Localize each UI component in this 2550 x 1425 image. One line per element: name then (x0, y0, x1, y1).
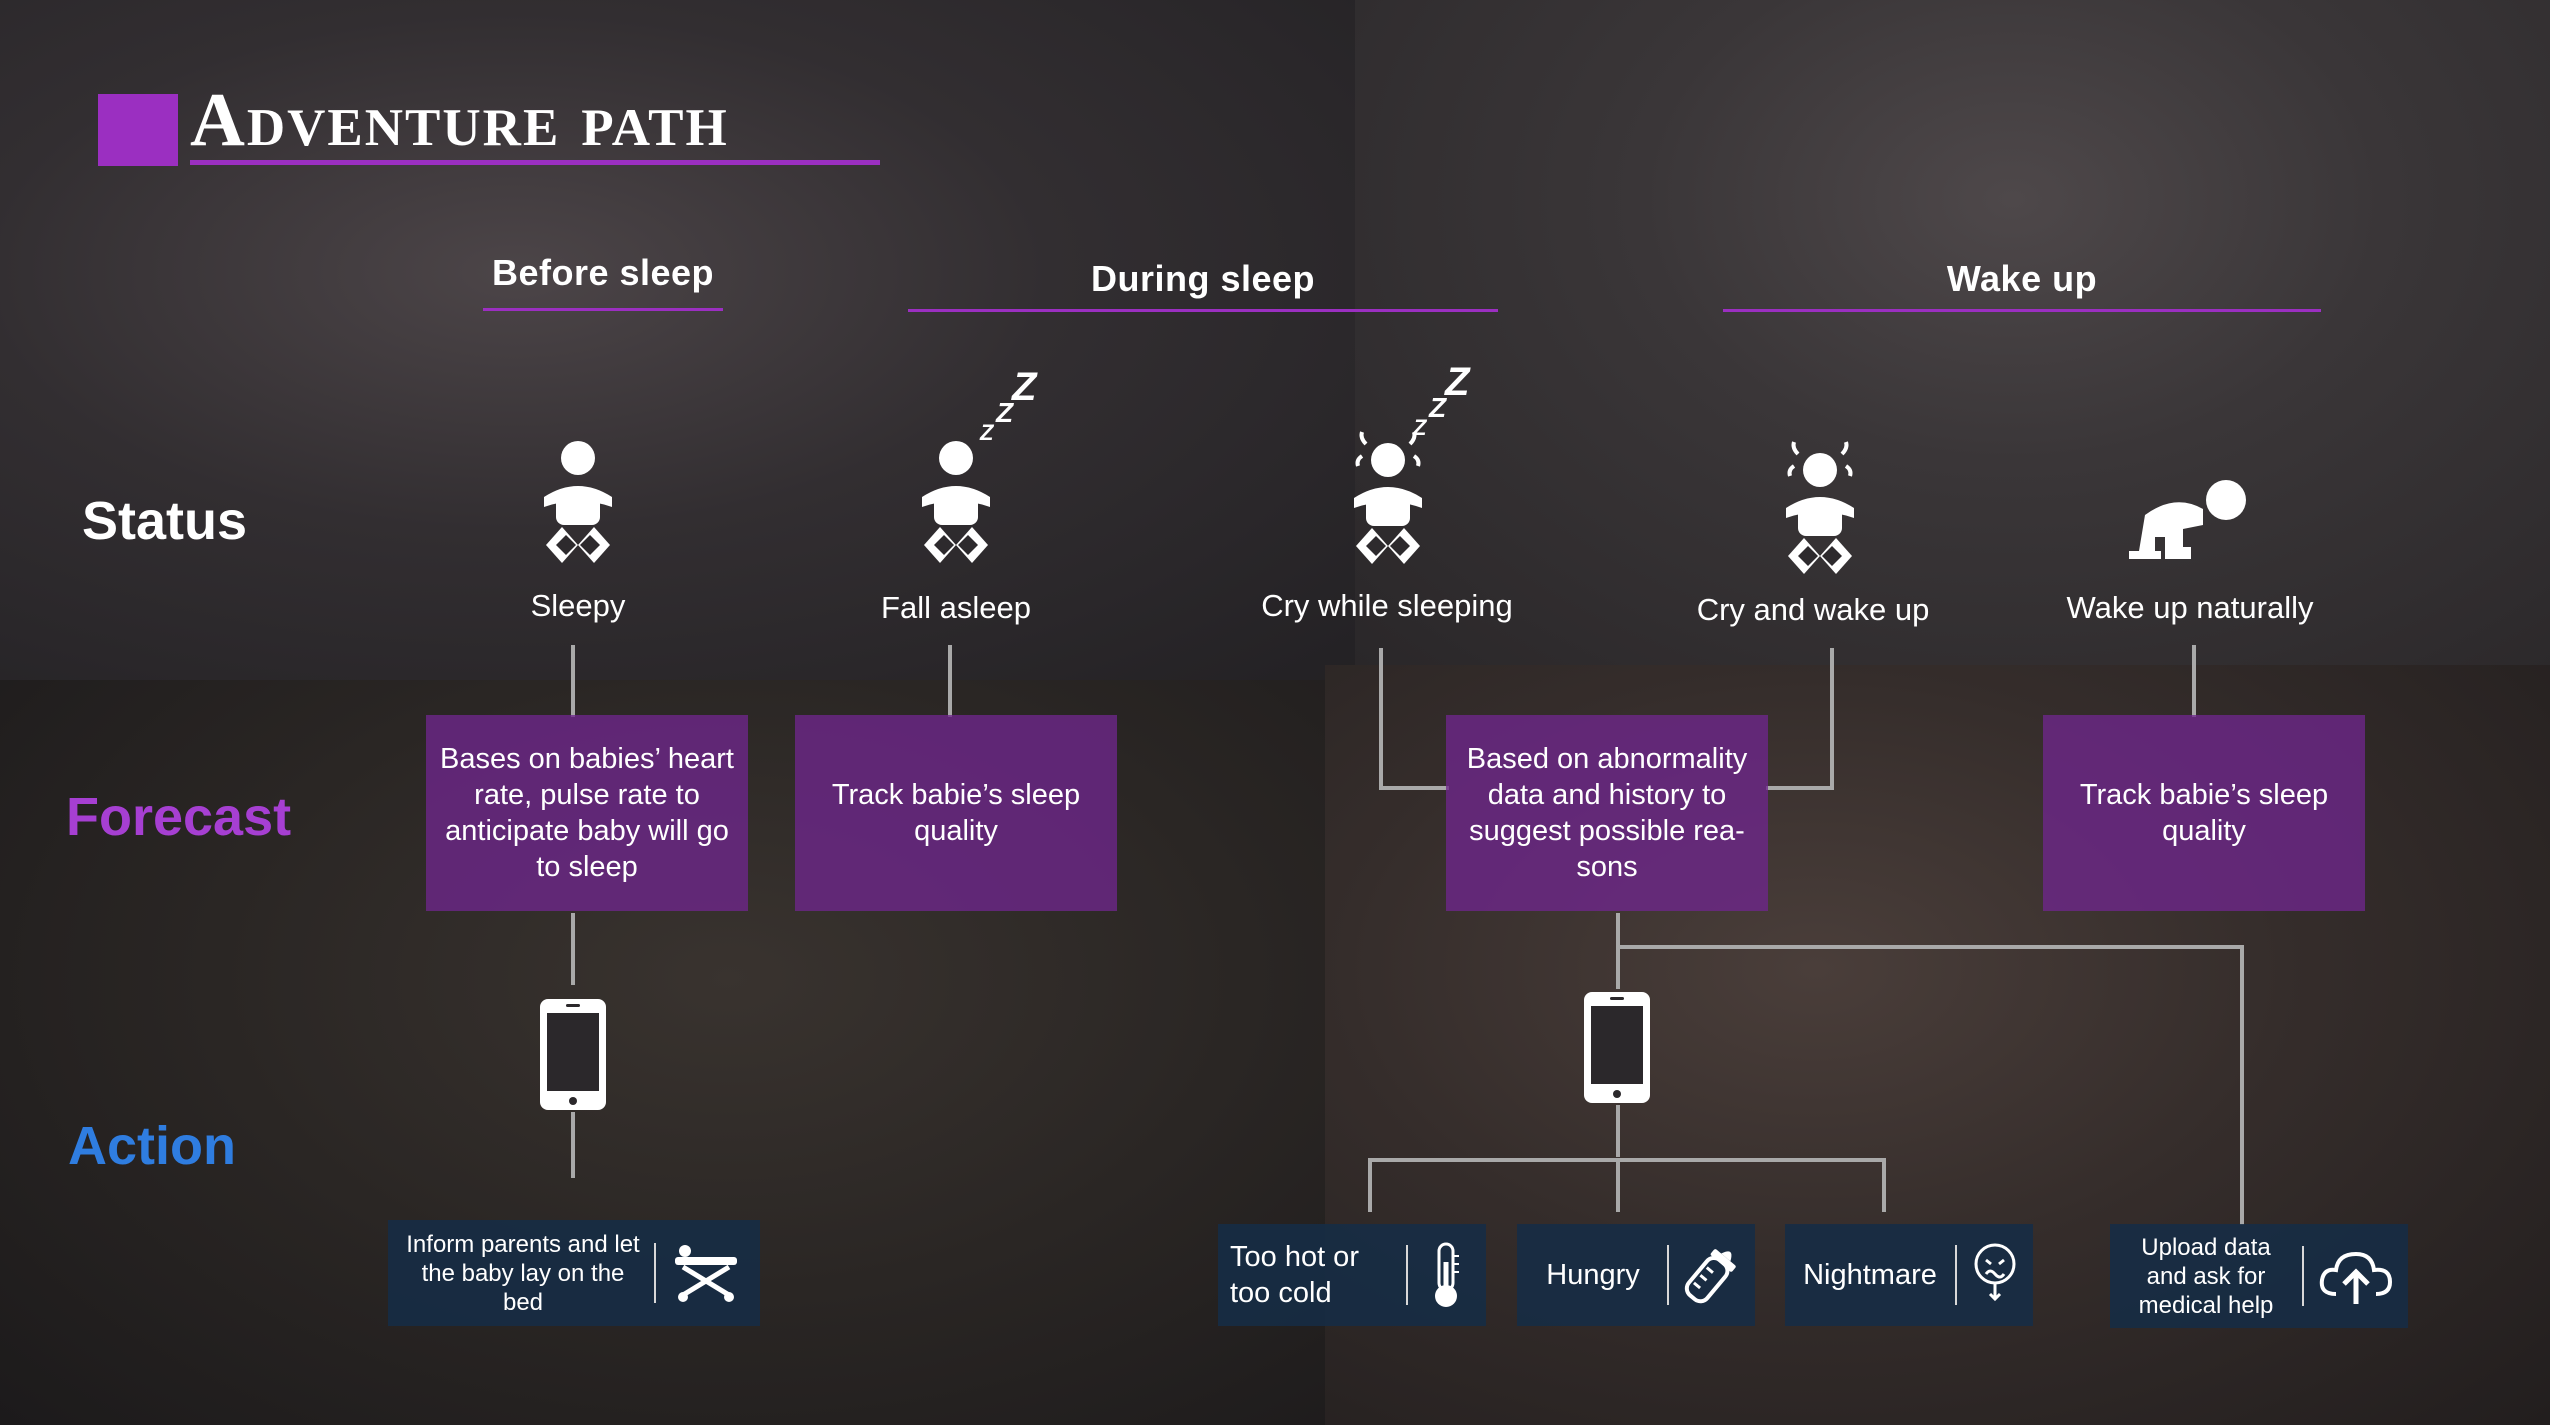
forecast-box-anticipate-sleep: Bases on babies’ heart rate, pulse rate … (426, 715, 748, 911)
status-sleepy: Sleepy (530, 588, 626, 623)
action-hungry-label: Hungry (1546, 1258, 1640, 1291)
crawling-baby-icon (2129, 480, 2246, 559)
action-inform-parents-label: Inform parents and let the baby lay on t… (406, 1230, 640, 1316)
forecast-box-track-sleep-wake: Track babie’s sleep quality (2043, 715, 2365, 911)
status-cry-while-sleeping: Cry while sleeping (1261, 588, 1513, 623)
connector (1368, 1158, 1886, 1162)
separator (1406, 1245, 1408, 1305)
baby-icon (922, 441, 990, 563)
connector (1830, 648, 1834, 790)
action-nightmare: Nightmare (1785, 1224, 2033, 1326)
connector (2240, 945, 2244, 1225)
phase-wake-up: Wake up (1946, 258, 2098, 299)
phase-during-sleep: During sleep (1090, 258, 1316, 299)
connector (1616, 1158, 1620, 1212)
connector (571, 645, 575, 717)
row-label-forecast: Forecast (66, 787, 292, 847)
action-upload-data: Upload data and ask for medical help (2110, 1224, 2408, 1328)
phase-during-sleep-line (908, 309, 1498, 312)
connector (948, 645, 952, 717)
row-label-action: Action (68, 1116, 236, 1176)
thermometer-icon (1435, 1242, 1459, 1307)
connector (1616, 1105, 1620, 1157)
connector (1618, 945, 2244, 949)
svg-text:Z: Z (979, 420, 995, 440)
phone-icon (540, 999, 606, 1110)
status-wake-up-naturally: Wake up naturally (2066, 590, 2314, 625)
connector (1379, 786, 1449, 790)
title-accent-square (98, 94, 178, 166)
action-inform-parents: Inform parents and let the baby lay on t… (388, 1220, 760, 1326)
separator (654, 1243, 656, 1303)
action-hungry: Hungry (1517, 1224, 1755, 1326)
action-nightmare-label: Nightmare (1803, 1258, 1937, 1291)
connector (1379, 648, 1383, 790)
separator (1667, 1245, 1669, 1305)
baby-icon (544, 441, 612, 563)
forecast-box-suggest-reasons: Based on abnormality data and history to… (1446, 715, 1768, 911)
phone-icon (1584, 992, 1650, 1103)
svg-text:Z: Z (1428, 392, 1447, 423)
row-label-status: Status (82, 491, 248, 551)
separator (1955, 1245, 1957, 1305)
title-underline (190, 160, 880, 165)
nightmare-face-icon (1974, 1243, 2016, 1302)
svg-text:Z: Z (1444, 360, 1471, 404)
action-too-hot-or-cold: Too hot or too cold (1218, 1224, 1486, 1326)
separator (2302, 1246, 2304, 1306)
action-too-hot-or-cold-label: Too hot or too cold (1230, 1241, 1359, 1309)
connector (1882, 1158, 1886, 1212)
phase-before-sleep-line (483, 308, 723, 311)
status-cry-and-wake-up: Cry and wake up (1696, 592, 1930, 627)
svg-text:Z: Z (1011, 365, 1038, 409)
connector (571, 1112, 575, 1178)
background-photo-left-top (0, 0, 1355, 680)
phase-before-sleep: Before sleep (491, 252, 715, 293)
forecast-box-track-sleep: Track babie’s sleep quality (795, 715, 1117, 911)
crying-baby-icon (1786, 441, 1854, 574)
phase-wake-up-line (1723, 309, 2321, 312)
connector (571, 913, 575, 985)
baby-bottle-icon (1684, 1249, 1736, 1304)
zzz-icon: Z Z Z (1412, 360, 1471, 435)
cloud-upload-icon (2319, 1251, 2393, 1304)
status-fall-asleep: Fall asleep (881, 590, 1031, 625)
svg-text:Z: Z (995, 397, 1014, 428)
action-upload-data-label: Upload data and ask for medical help (2138, 1233, 2274, 1319)
connector (1616, 913, 1620, 989)
crying-baby-icon (1354, 431, 1422, 564)
zzz-icon: Z Z Z (979, 365, 1038, 440)
background-photo-right-top (1355, 0, 2550, 665)
connector (1368, 1158, 1372, 1212)
connector (1766, 786, 1834, 790)
connector (2192, 645, 2196, 717)
svg-text:Z: Z (1412, 415, 1428, 435)
page-title: Adventure path (190, 78, 729, 162)
bed-icon (675, 1245, 737, 1302)
